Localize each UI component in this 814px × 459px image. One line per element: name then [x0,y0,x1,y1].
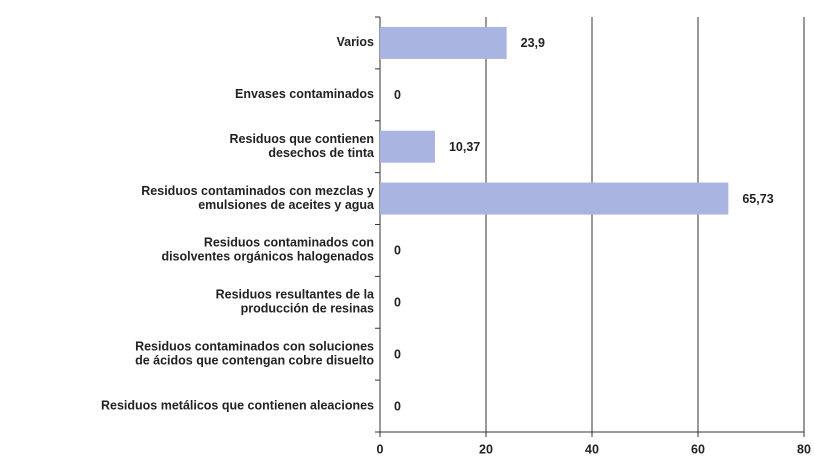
bar [380,26,507,59]
y-tick-label: Residuos metálicos que contienen aleacio… [101,398,374,412]
value-label: 0 [394,296,401,310]
y-tick-label: de ácidos que contengan cobre disuelto [135,353,374,367]
x-tick-label: 80 [797,442,811,456]
y-tick-label: Envases contaminados [235,87,374,101]
bar [380,182,729,215]
y-tick-label: desechos de tinta [268,146,375,160]
value-label: 65,73 [742,192,773,206]
y-tick-label: Residuos resultantes de la [216,288,375,302]
value-label: 10,37 [449,140,480,154]
y-tick-label: Varios [336,35,374,49]
value-label: 0 [394,399,401,413]
x-tick-label: 60 [691,442,705,456]
value-label: 0 [394,88,401,102]
value-label: 0 [394,244,401,258]
y-tick-label: disolventes orgánicos halogenados [161,250,374,264]
x-tick-label: 40 [585,442,599,456]
x-tick-label: 20 [479,442,493,456]
x-tick-label: 0 [377,442,384,456]
value-label: 23,9 [521,36,545,50]
y-tick-label: Residuos que contienen [230,132,374,146]
y-tick-label: Residuos contaminados con soluciones [135,339,374,353]
y-tick-label: Residuos contaminados con [204,236,374,250]
value-label: 0 [394,347,401,361]
y-tick-label: emulsiones de aceites y agua [198,198,375,212]
y-tick-label: Residuos contaminados con mezclas y [141,184,374,198]
y-tick-label: producción de resinas [241,302,374,316]
bar [380,130,435,163]
